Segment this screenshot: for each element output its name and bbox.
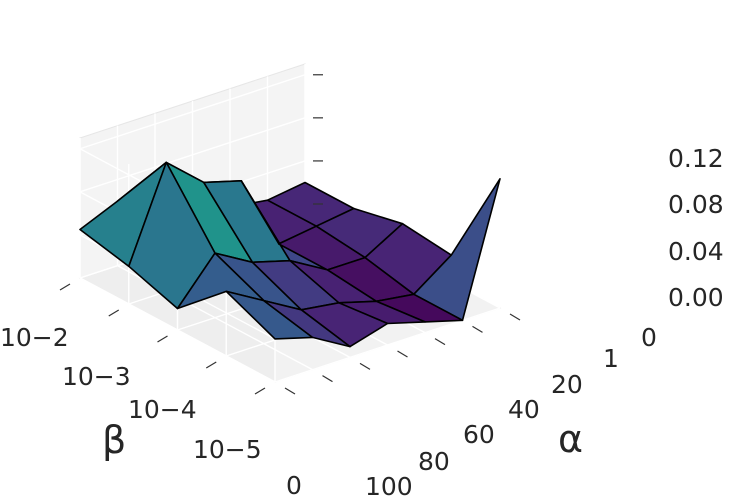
- beta-tick-mark: [108, 309, 120, 317]
- beta-tick-mark: [59, 283, 71, 291]
- alpha-tick-mark: [397, 350, 408, 358]
- surface-mesh: [79, 161, 501, 348]
- z-grid-line: [79, 74, 306, 150]
- z-grid-line: [79, 117, 306, 193]
- alpha-tick-mark: [434, 338, 446, 346]
- alpha-tick-mark: [509, 313, 521, 321]
- axis-ticks: [59, 74, 521, 395]
- z-grid-line: [79, 277, 276, 383]
- beta-tick-mark: [205, 361, 217, 369]
- alpha-tick-mark: [472, 325, 483, 333]
- alpha-tick-label: 1: [603, 344, 619, 373]
- alpha-tick-mark: [284, 387, 296, 395]
- z-tick-label: 0.04: [668, 237, 724, 266]
- z-tick-label: 0.08: [668, 190, 724, 219]
- surface-facet: [262, 299, 351, 348]
- beta-tick-label: 10−2: [0, 323, 69, 352]
- alpha-tick-label: 100: [365, 472, 413, 498]
- alpha-tick-mark: [359, 362, 371, 370]
- alpha-tick-label: 40: [508, 395, 540, 424]
- beta-axis-title: β: [102, 418, 126, 462]
- beta-tick-label: 0: [286, 471, 302, 498]
- alpha-tick-label: 60: [463, 420, 495, 449]
- alpha-axis-title: α: [558, 417, 583, 461]
- beta-tick-mark: [254, 387, 266, 395]
- beta-tick-label: 10−3: [62, 362, 131, 391]
- alpha-tick-label: 20: [551, 370, 583, 399]
- beta-tick-mark: [157, 335, 168, 343]
- z-tick-label: 0.12: [668, 144, 724, 173]
- beta-tick-label: 10−5: [193, 435, 262, 464]
- alpha-tick-label: 0: [641, 323, 657, 352]
- alpha-tick-label: 80: [418, 447, 450, 476]
- z-tick-label: 0.00: [668, 283, 724, 312]
- beta-tick-label: 10−4: [128, 395, 197, 424]
- alpha-tick-mark: [322, 375, 333, 383]
